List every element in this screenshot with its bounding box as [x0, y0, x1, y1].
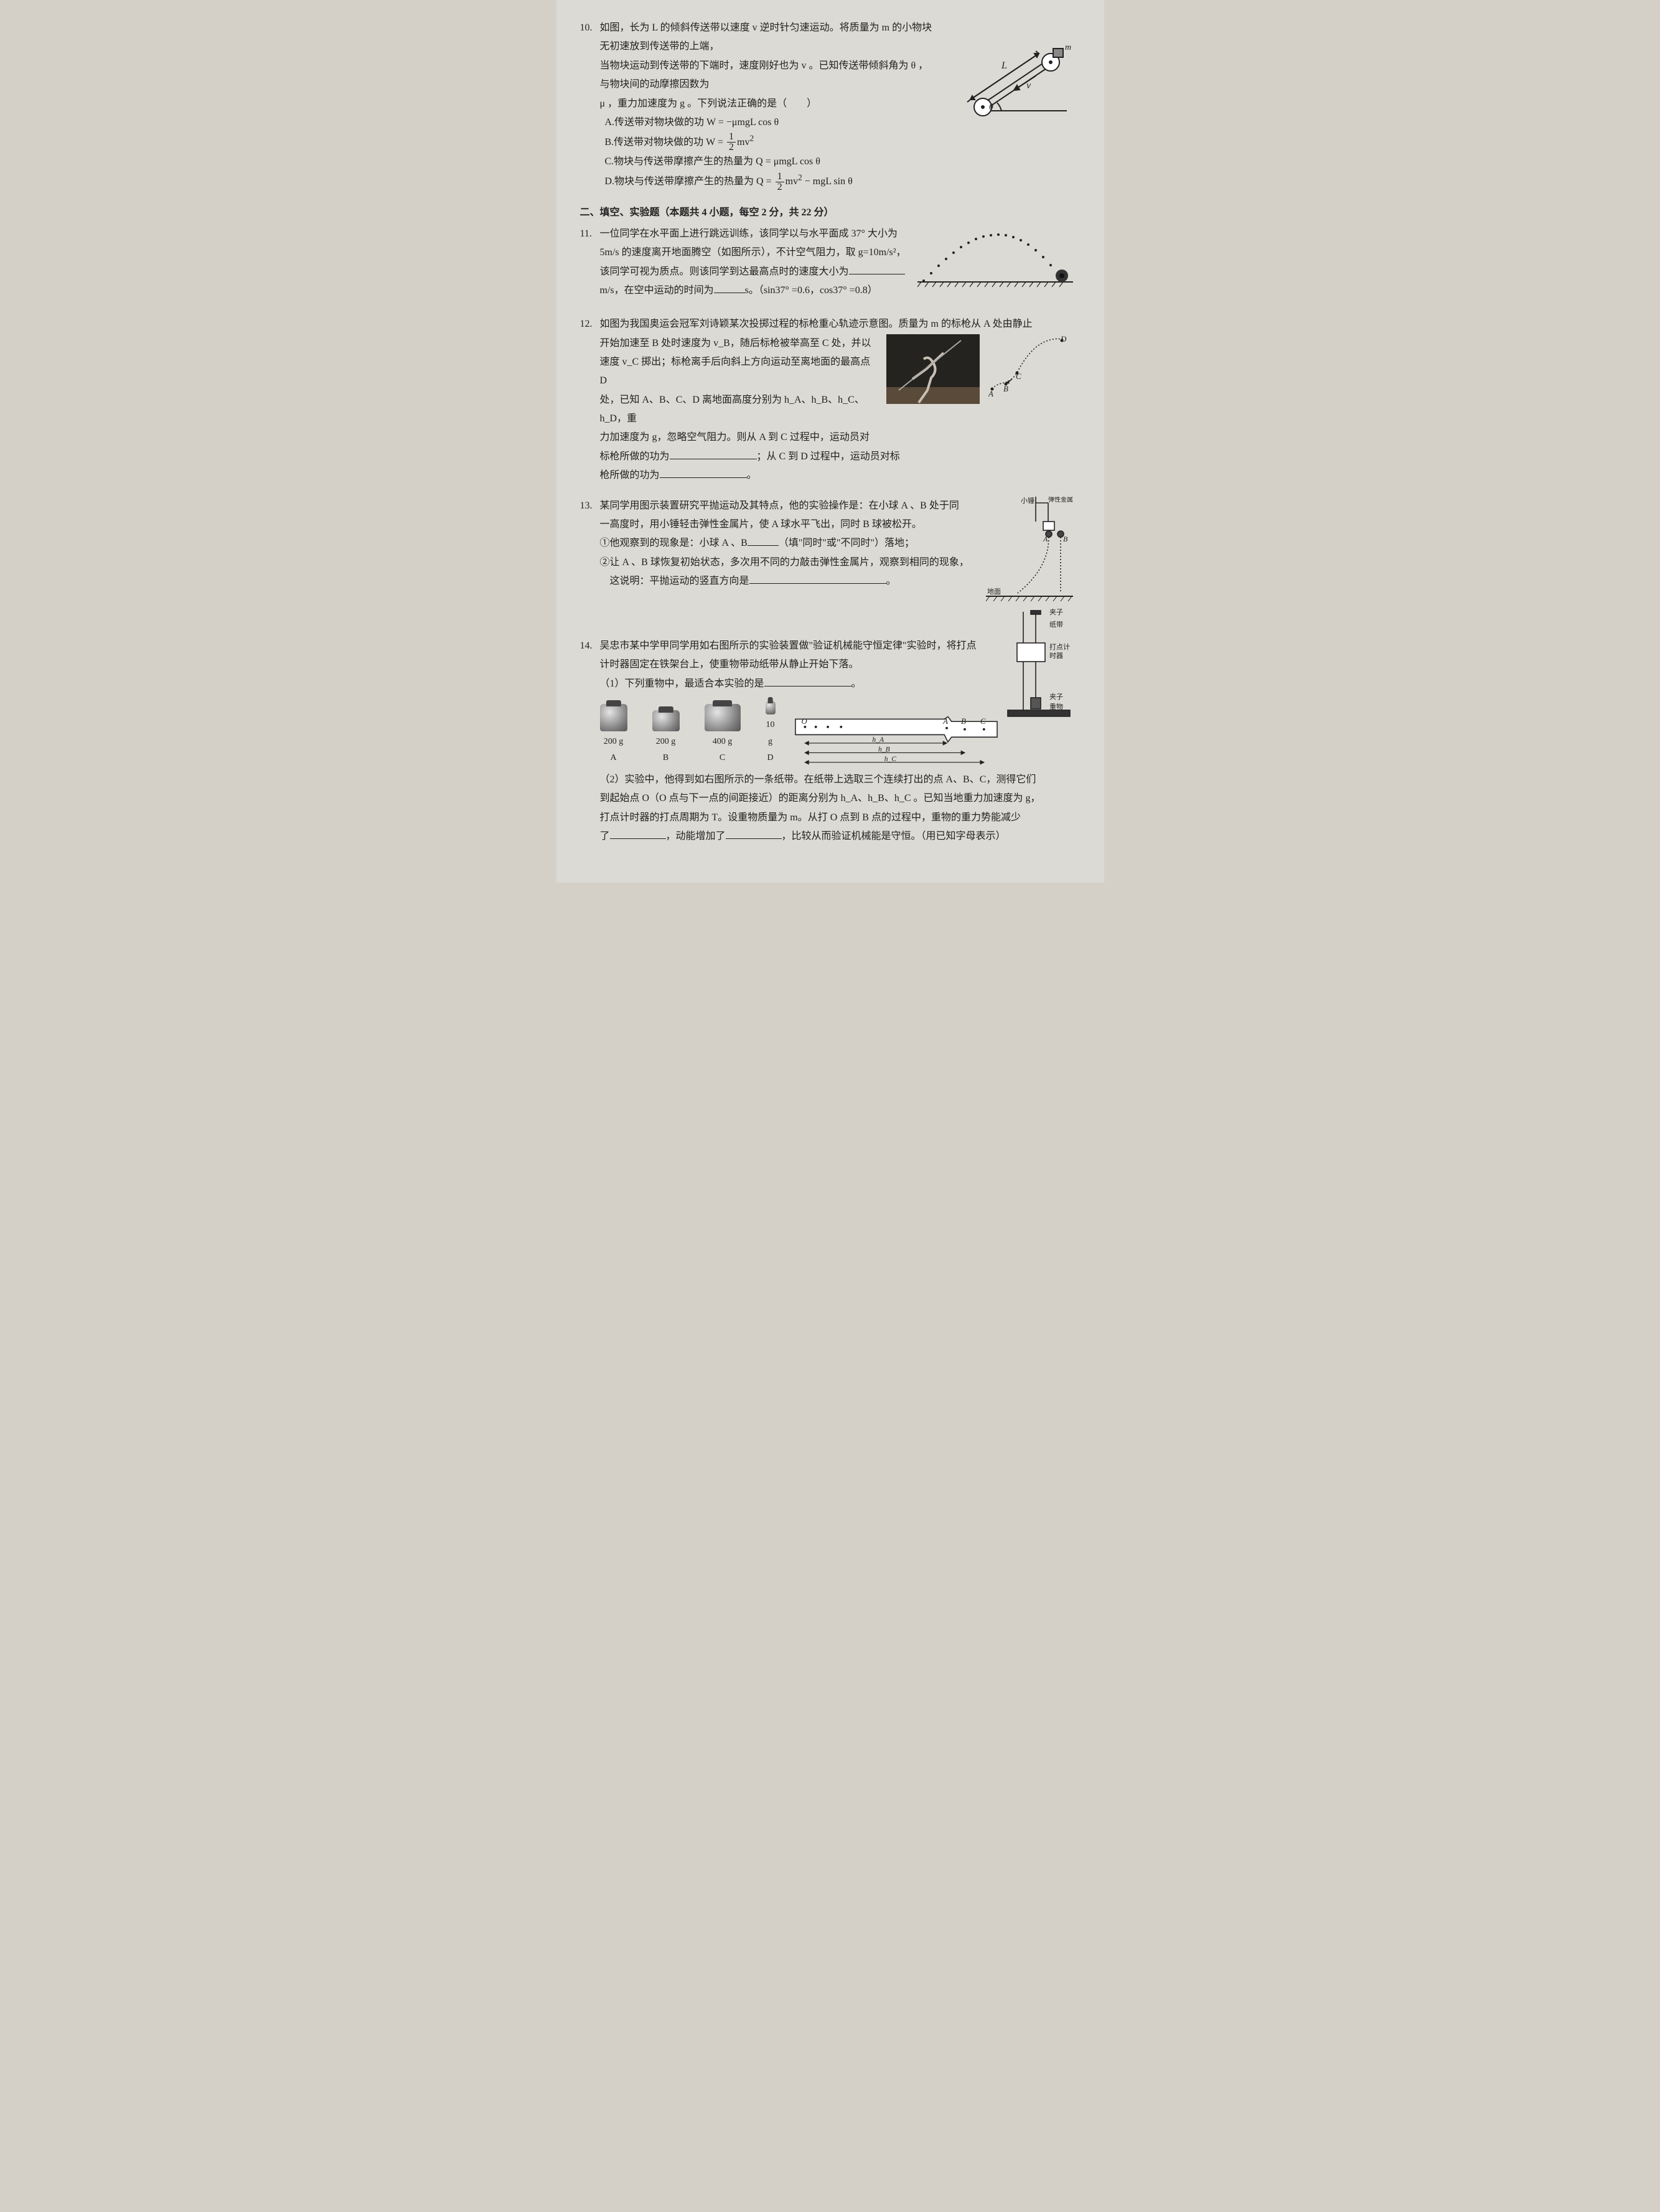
svg-text:夹子: 夹子 [1049, 693, 1063, 701]
q10: 10. [600, 19, 1073, 192]
q14-apparatus: 夹子 纸带 打点计 时器 夹子 重物 [1005, 599, 1073, 737]
svg-text:h_A: h_A [872, 736, 884, 744]
svg-text:地面: 地面 [987, 588, 1001, 596]
q11-a: 一位同学在水平面上进行跳远训练，该同学以与水平面成 37° 大小为 [600, 228, 898, 239]
q13-l4: ②让 A 、B 球恢复初始状态，多次用不同的力敲击弹性金属片，观察到相同的现象， [600, 557, 969, 568]
svg-text:小锤: 小锤 [1021, 497, 1034, 505]
q14-weight-A: 200 g A [600, 704, 627, 767]
q12-blank-1[interactable] [670, 448, 757, 459]
q11: 11. [600, 225, 1073, 304]
q12-l8: 枪所做的功为 [600, 470, 660, 480]
q13: 13. [600, 497, 1073, 626]
q10-optA: A.传送带对物块做的功 W = −μmgL cos θ [600, 117, 779, 128]
svg-text:B: B [961, 717, 966, 726]
q11-u1: m/s，在空中运动的时间为 [600, 285, 714, 296]
q11-b: 5m/s 的速度离开地面腾空（如图所示），不计空气阻力，取 g=10m/s²， [600, 247, 906, 258]
svg-text:h_B: h_B [878, 745, 890, 753]
svg-text:A: A [1043, 535, 1048, 543]
q12-l2: 开始加速至 B 处时速度为 v_B，随后标枪被举高至 C 处，并以 [600, 338, 871, 349]
q11-u2: s。（sin37° =0.6，cos37° =0.8） [745, 285, 878, 296]
svg-text:弹性金属片: 弹性金属片 [1048, 497, 1073, 504]
q13-l3a: ①他观察到的现象是：小球 A 、B [600, 538, 748, 548]
svg-text:纸带: 纸带 [1049, 621, 1063, 629]
svg-text:O: O [801, 717, 807, 726]
q14-weights-row: 200 g A 200 g B 400 g C 10 g D [600, 701, 776, 767]
q12-photo [886, 334, 980, 404]
svg-text:A: A [942, 717, 948, 726]
svg-text:h_C: h_C [884, 755, 896, 763]
q10-fig-L: L [1001, 60, 1007, 71]
svg-text:时器: 时器 [1049, 652, 1063, 660]
q10-fig-th: θ [989, 103, 993, 112]
q13-blank-1[interactable] [748, 535, 779, 546]
q14-blank-2[interactable] [610, 828, 666, 840]
q12-l7: ；从 C 到 D 过程中，运动员对标 [757, 451, 900, 462]
q10-optB: B.传送带对物块做的功 W = 12mv2 [600, 137, 754, 148]
q14-p2d-post: ，比较从而验证机械能是守恒。（用已知字母表示） [782, 831, 1006, 841]
q10-figure: L m v θ [942, 37, 1073, 125]
q12-l9: 。 [747, 470, 757, 480]
q10-fig-v: v [1026, 80, 1031, 91]
section2-heading: 二、填空、实验题（本题共 4 小题，每空 2 分，共 22 分） [580, 204, 1073, 218]
svg-text:重物: 重物 [1049, 702, 1063, 711]
q14-p2d-mid: ，动能增加了 [666, 831, 726, 841]
q14: 14. 夹子 纸带 打点计 时器 夹子 重物 [600, 637, 1073, 846]
q10-fig-m: m [1065, 43, 1071, 52]
q12-blank-2[interactable] [660, 467, 747, 479]
q12-l1: 如图为我国奥运会冠军刘诗颖某次投掷过程的标枪重心轨迹示意图。质量为 m 的标枪从… [600, 319, 1033, 329]
q10-optC: C.物块与传送带摩擦产生的热量为 Q = μmgL cos θ [600, 156, 820, 167]
q14-p1a: （1）下列重物中，最适合本实验的是 [600, 678, 764, 689]
q11-number: 11. [580, 225, 592, 243]
q12-figures: A B C D [886, 334, 1073, 404]
q10-stem-c: μ ，重力加速度为 g 。下列说法正确的是（ ） [600, 98, 817, 109]
q12-l6: 标枪所做的功为 [600, 451, 670, 462]
q14-weight-C: 400 g C [705, 704, 741, 767]
q14-l1: 吴忠市某中学甲同学用如右图所示的实验装置做"验证机械能守恒定律"实验时，将打点 [600, 640, 977, 651]
q11-blank-1[interactable] [849, 263, 905, 274]
q12-l3: 速度 v_C 掷出；标枪离手后向斜上方向运动至离地面的最高点 D [600, 357, 871, 386]
q14-tape-figure: O A B C h_A h_B h_C [794, 715, 998, 771]
q11-c: 该同学可视为质点。则该同学到达最高点时的速度大小为 [600, 266, 849, 277]
q10-stem-b: 当物块运动到传送带的下端时，速度刚好也为 v 。已知传送带倾斜角为 θ ，与物块… [600, 60, 929, 90]
q14-weight-B: 200 g B [652, 710, 680, 767]
q14-p2a: （2）实验中，他得到如右图所示的一条纸带。在纸带上选取三个连续打出的点 A、B、… [600, 774, 1036, 785]
q14-l2: 计时器固定在铁架台上，使重物带动纸带从静止开始下落。 [600, 659, 859, 670]
q14-p2b: 到起始点 O（O 点与下一点的间距接近）的距离分别为 h_A、h_B、h_C 。… [600, 793, 1041, 804]
q14-p1b: 。 [851, 678, 861, 689]
q12-number: 12. [580, 315, 593, 334]
svg-text:夹子: 夹子 [1049, 608, 1063, 616]
q10-stem-a: 如图，长为 L 的倾斜传送带以速度 v 逆时针匀速运动。将质量为 m 的小物块无… [600, 22, 932, 52]
q11-blank-2[interactable] [714, 281, 745, 293]
q13-l2: 一高度时，用小锤轻击弹性金属片，使 A 球水平飞出，同时 B 球被松开。 [600, 519, 922, 530]
q14-p2d-pre: 了 [600, 831, 610, 841]
q10-number: 10. [580, 19, 593, 37]
q14-weight-D: 10 g D [766, 701, 776, 767]
q12-l5: 力加速度为 g，忽略空气阻力。则从 A 到 C 过程中，运动员对 [600, 432, 870, 443]
q13-blank-2[interactable] [749, 573, 886, 584]
svg-text:D: D [1060, 334, 1067, 344]
q13-l5b: 。 [886, 576, 896, 586]
q12-traj: A B C D [986, 334, 1067, 404]
q14-p2c: 打点计时器的打点周期为 T。设重物质量为 m。从打 O 点到 B 点的过程中，重… [600, 812, 1021, 823]
q12: 12. 如图为我国奥运会冠军刘诗颖某次投掷过程的标枪重心轨迹示意图。质量为 m … [600, 315, 1073, 485]
q13-number: 13. [580, 497, 593, 515]
q13-l5a: 这说明：平抛运动的竖直方向是 [610, 576, 749, 586]
q14-blank-1[interactable] [764, 675, 851, 687]
q11-figure [917, 225, 1073, 300]
svg-text:打点计: 打点计 [1049, 642, 1070, 651]
q14-blank-3[interactable] [726, 828, 782, 840]
q10-optD: D.物块与传送带摩擦产生的热量为 Q = 12mv2 − mgL sin θ [600, 176, 853, 187]
q13-l1: 某同学用图示装置研究平抛运动及其特点，他的实验操作是：在小球 A 、B 处于同 [600, 500, 959, 511]
q14-number: 14. [580, 637, 593, 655]
q12-l4: 处，已知 A、B、C、D 离地面高度分别为 h_A、h_B、h_C、h_D，重 [600, 395, 865, 424]
svg-text:C: C [980, 717, 986, 726]
svg-text:B: B [1063, 535, 1068, 543]
q13-l3b: （填"同时"或"不同时"）落地； [779, 538, 914, 548]
